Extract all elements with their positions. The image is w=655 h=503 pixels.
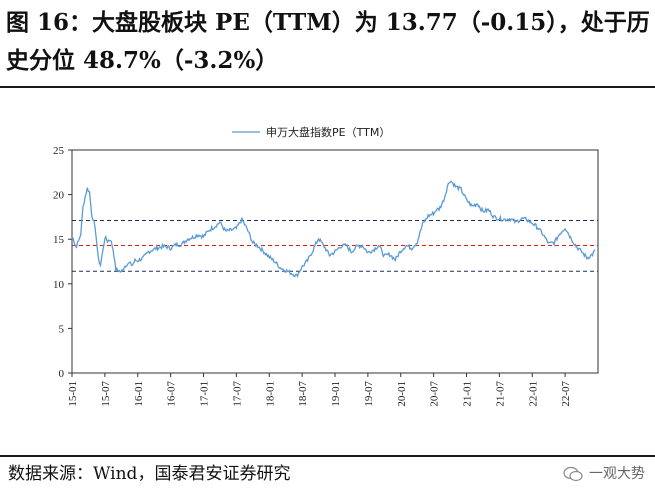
- y-tick-label: 0: [59, 368, 65, 380]
- x-tick-label: 20-07: [429, 381, 441, 407]
- top-rule: [0, 86, 655, 88]
- x-tick-label: 19-01: [330, 381, 342, 407]
- series-line: [71, 180, 596, 278]
- x-tick-label: 22-07: [560, 381, 572, 407]
- bottom-rule: [0, 455, 655, 457]
- x-tick-label: 16-07: [166, 381, 178, 407]
- data-source: 数据来源：Wind，国泰君安证券研究: [8, 464, 291, 484]
- x-tick-label: 21-07: [494, 381, 506, 407]
- y-tick-label: 20: [53, 190, 65, 202]
- plot-frame: [71, 149, 599, 374]
- figure-title: 图 16：大盘股板块 PE（TTM）为 13.77（-0.15），处于历史分位 …: [6, 9, 650, 74]
- x-tick-label: 20-01: [396, 381, 408, 407]
- x-tick-label: 21-01: [462, 381, 474, 407]
- watermark: 一观大势: [563, 461, 645, 487]
- y-tick-label: 25: [53, 145, 65, 157]
- x-tick-label: 18-07: [297, 381, 309, 407]
- x-tick-label: 22-01: [527, 381, 539, 407]
- pe-line-chart: 0 5 10 15 20 25 15-01 15-07 16-01 16-07 17-01 17-07…: [53, 125, 599, 407]
- wechat-icon: [563, 466, 583, 482]
- x-tick-label: 15-07: [100, 381, 112, 407]
- legend-label: 申万大盘指数PE（TTM）: [266, 125, 390, 139]
- x-tick-label: 17-01: [199, 381, 211, 407]
- y-tick-label: 5: [59, 323, 65, 335]
- y-tick-label: 10: [53, 279, 65, 291]
- x-tick-label: 18-01: [264, 381, 276, 407]
- watermark-text: 一观大势: [589, 466, 645, 482]
- x-tick-label: 15-01: [67, 381, 79, 407]
- x-tick-label: 17-07: [231, 381, 243, 407]
- x-tick-label: 19-07: [363, 381, 375, 407]
- x-tick-label: 16-01: [133, 381, 145, 407]
- y-tick-label: 15: [53, 234, 65, 246]
